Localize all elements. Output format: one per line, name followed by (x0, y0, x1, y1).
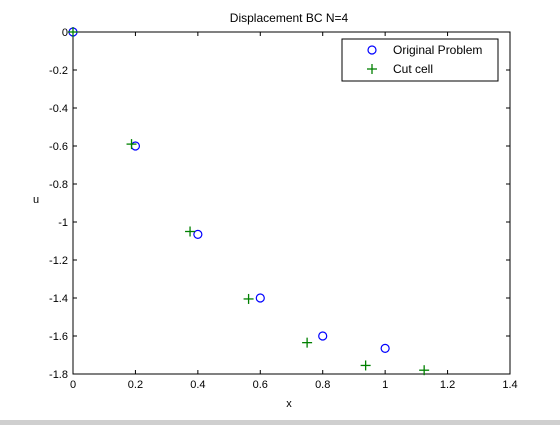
chart-title: Displacement BC N=4 (230, 11, 349, 25)
y-axis-ticks: 0 -0.2 -0.4 -0.6 -0.8 -1 -1.2 -1.4 -1.6 -1.8 (49, 27, 510, 381)
data-point-original-problem (255, 293, 265, 303)
data-point-original-problem (380, 343, 390, 353)
legend-label-original-problem: Original Problem (393, 43, 482, 57)
data-marks (68, 27, 430, 376)
y-tick-label: -0.4 (49, 103, 68, 115)
x-tick-label: 0 (70, 379, 76, 391)
y-tick-label: 0 (62, 27, 68, 39)
legend-box (341, 38, 499, 82)
x-tick-label: 1.4 (502, 379, 517, 391)
x-tick-label: 0.6 (253, 379, 268, 391)
plot-area (72, 31, 511, 375)
x-tick-label: 0.8 (315, 379, 330, 391)
data-point-original-problem (318, 331, 328, 341)
data-point-cut-cell (126, 139, 137, 150)
data-point-cut-cell (302, 337, 313, 348)
legend: Original Problem Cut cell (341, 38, 499, 82)
y-tick-label: -1.4 (49, 293, 68, 305)
x-tick-label: 1.2 (440, 379, 455, 391)
data-point-cut-cell (419, 365, 430, 376)
y-tick-label: -1.8 (49, 369, 68, 381)
x-axis-label: x (286, 398, 292, 410)
x-tick-label: 0.4 (190, 379, 205, 391)
legend-label-cut-cell: Cut cell (393, 62, 433, 76)
legend-marker-cut-cell (367, 64, 377, 74)
x-tick-label: 0.2 (128, 379, 143, 391)
y-tick-label: -0.8 (49, 179, 68, 191)
data-point-cut-cell (243, 293, 254, 304)
y-axis-label: u (33, 194, 39, 206)
x-axis-ticks: 0 0.2 0.4 0.6 0.8 1 1.2 1.4 (70, 32, 518, 391)
legend-marker-original-problem (367, 45, 377, 55)
y-tick-label: -0.2 (49, 65, 68, 77)
data-point-original-problem (193, 229, 203, 239)
data-point-cut-cell (185, 226, 196, 237)
y-tick-label: -0.6 (49, 141, 68, 153)
y-tick-label: -1.2 (49, 255, 68, 267)
y-tick-label: -1 (58, 217, 68, 229)
data-point-cut-cell (68, 27, 78, 37)
data-point-cut-cell (360, 360, 371, 371)
x-tick-label: 1 (382, 379, 388, 391)
y-tick-label: -1.6 (49, 331, 68, 343)
